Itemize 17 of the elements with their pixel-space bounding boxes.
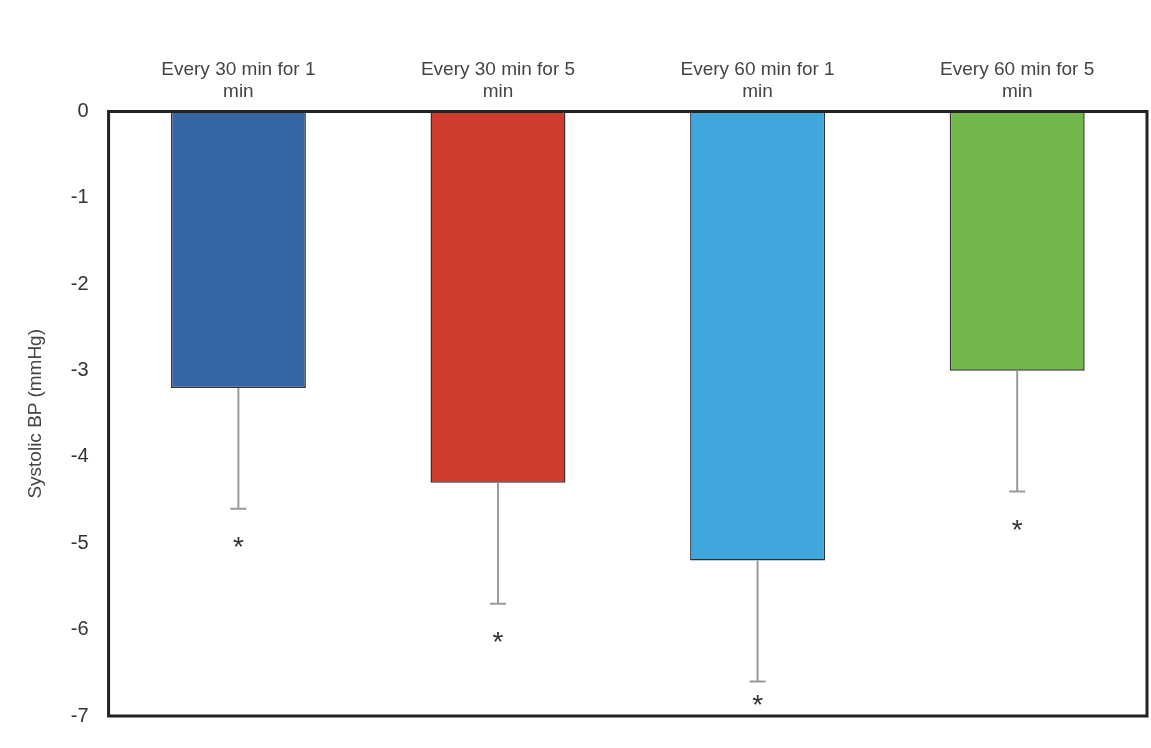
y-tick-label: -3	[70, 358, 89, 381]
y-tick-label: -7	[70, 703, 89, 726]
y-tick-label: -4	[70, 444, 89, 467]
annotation: *	[492, 626, 504, 658]
y-tick-label: -6	[70, 617, 89, 640]
x-tick-label: Every 30 min for 5 min	[420, 57, 576, 102]
y-tick-label: -1	[70, 185, 89, 208]
y-tick-label: 0	[77, 99, 89, 122]
annotation: *	[752, 688, 764, 720]
annotation: *	[232, 531, 244, 563]
y-axis-title: Systolic BP (mmHg)	[23, 328, 45, 499]
x-tick-label: Every 30 min for 1 min	[161, 57, 316, 102]
annotation: *	[1011, 514, 1023, 546]
y-tick-label: -5	[70, 530, 89, 553]
x-tick-label: Every 60 min for 5 min	[940, 57, 1095, 102]
y-tick-label: -2	[70, 271, 89, 294]
x-tick-label: Every 60 min for 1 min	[680, 57, 835, 102]
